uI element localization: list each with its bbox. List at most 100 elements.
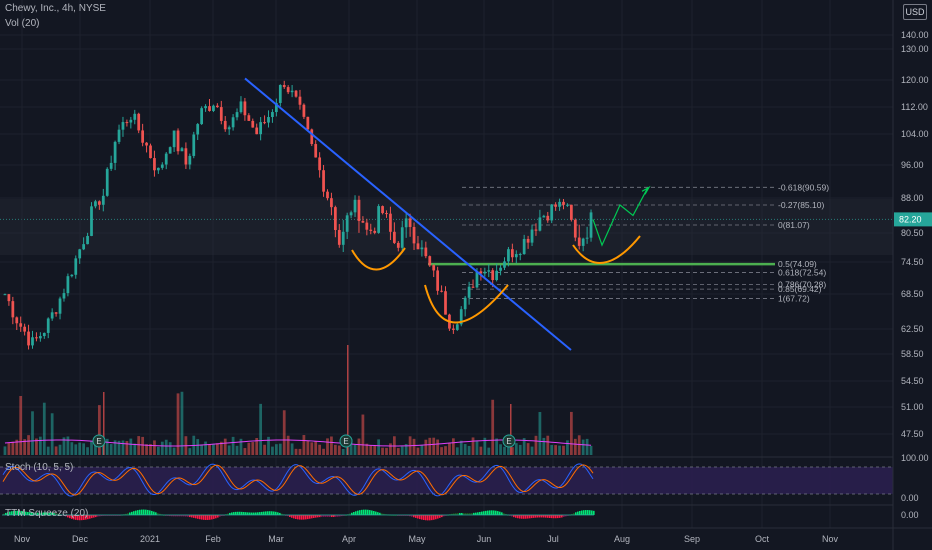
squeeze-bar (83, 515, 85, 520)
squeeze-dot (272, 514, 274, 516)
squeeze-dot (10, 514, 12, 516)
squeeze-dot (186, 514, 188, 516)
candle-body (330, 198, 333, 208)
volume-bar (267, 436, 270, 455)
squeeze-dot (14, 514, 16, 516)
price-axis[interactable]: 140.00 130.00 120.00 112.00 104.00 96.00 88.00… (892, 0, 932, 550)
earnings-badge (92, 434, 106, 448)
squeeze-dot (588, 514, 590, 516)
projection-arrowhead (641, 185, 651, 195)
squeeze-bar (75, 515, 77, 520)
candle-body (518, 254, 522, 256)
squeeze-bar (367, 509, 369, 515)
fib-label: 0.786(70.28) (778, 280, 826, 290)
squeeze-dot (554, 514, 556, 516)
squeeze-dot (592, 514, 594, 516)
candle-body (503, 261, 506, 268)
squeeze-bar (513, 515, 515, 518)
volume-bar (239, 438, 243, 455)
squeeze-dot (262, 514, 264, 516)
volume-bar (369, 445, 373, 455)
volume-bar (389, 443, 392, 455)
squeeze-dot (514, 514, 516, 516)
volume-bar (121, 440, 125, 455)
volume-bar (526, 443, 530, 455)
squeeze-bar (161, 514, 163, 516)
volume-bar (137, 436, 141, 455)
squeeze-bar (205, 515, 207, 520)
currency-badge[interactable]: USD (903, 4, 927, 20)
squeeze-dot (484, 514, 486, 516)
squeeze-dot (156, 514, 158, 516)
volume-bar (223, 438, 227, 455)
squeeze-bar (337, 515, 339, 517)
stoch-k-line (2, 463, 594, 497)
squeeze-dot (552, 514, 554, 516)
squeeze-bar (255, 512, 257, 515)
squeeze-dot (34, 514, 36, 516)
squeeze-dot (442, 514, 444, 516)
time-tick-label: May (408, 534, 426, 544)
candle-body (3, 294, 7, 296)
squeeze-bar (391, 514, 393, 516)
squeeze-dot (152, 514, 154, 516)
squeeze-bar (13, 510, 15, 515)
squeeze-dot (520, 514, 522, 516)
squeeze-dot (166, 514, 168, 516)
candle-body (188, 155, 192, 165)
volume-bar (31, 411, 34, 455)
squeeze-dot (464, 514, 466, 516)
candle-body (19, 323, 23, 327)
squeeze-dot (386, 514, 388, 516)
squeeze-tick-label: 0.00 (901, 510, 919, 520)
squeeze-bar (325, 515, 327, 517)
squeeze-bar (225, 514, 227, 516)
volume-bar (164, 439, 168, 455)
volume-bar (282, 410, 286, 455)
candle-body (227, 127, 231, 130)
volume-bar (487, 447, 491, 455)
squeeze-bar (473, 512, 475, 515)
candle-body (231, 117, 235, 128)
squeeze-dot (370, 514, 372, 516)
squeeze-bar (453, 513, 455, 515)
squeeze-dot (388, 514, 390, 516)
squeeze-bar (187, 515, 189, 517)
candle-body (90, 206, 93, 236)
squeeze-bar (207, 515, 209, 520)
candle-body (389, 213, 392, 232)
squeeze-bar (327, 515, 329, 517)
volume-bar (50, 413, 54, 455)
squeeze-bar (71, 515, 73, 519)
squeeze-bar (467, 513, 469, 515)
squeeze-bar (17, 510, 19, 515)
squeeze-dot (2, 514, 4, 516)
price-tick-label: 120.00 (901, 75, 929, 85)
squeeze-dot (502, 514, 504, 516)
squeeze-bar (203, 515, 205, 520)
candle-body (196, 124, 200, 135)
candle-body (416, 243, 420, 250)
volume-bar (349, 439, 353, 455)
squeeze-bar (345, 514, 347, 516)
squeeze-bar (403, 515, 405, 516)
volume-bar (365, 443, 369, 455)
candle-body (550, 204, 554, 221)
squeeze-bar (113, 515, 115, 516)
squeeze-dot (296, 514, 298, 516)
volume-bar (113, 440, 117, 455)
candle-body (153, 158, 156, 171)
squeeze-bar (93, 515, 95, 518)
squeeze-bar (409, 515, 411, 517)
squeeze-bar (223, 515, 225, 516)
squeeze-dot (326, 514, 328, 516)
time-tick-label: Jul (547, 534, 559, 544)
volume-bar (581, 439, 585, 455)
volume-bar (7, 442, 11, 455)
volume-bar (27, 435, 30, 455)
volume-bar (310, 442, 314, 455)
volume-bar (215, 443, 219, 455)
volume-bar (330, 436, 333, 455)
time-axis[interactable]: Nov Dec 2021 Feb Mar Apr May Jun Jul Aug Sep Oct Nov (0, 527, 932, 544)
